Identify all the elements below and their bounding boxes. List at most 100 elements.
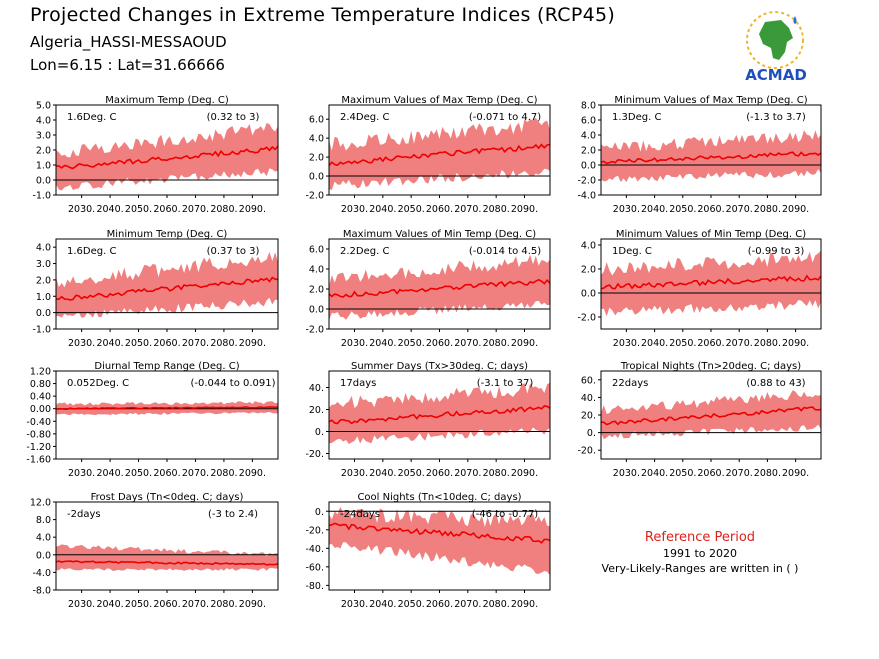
y-tick-label: 0.0: [581, 161, 596, 172]
chart-title: Maximum Values of Max Temp (Deg. C): [341, 95, 537, 106]
chart-panel: 0.-20.-40.-60.-80.2030. 2040. 2050. 2060. 20…: [305, 492, 551, 610]
x-tick-label: 2060.: [426, 468, 453, 479]
y-tick-label: 3.0: [36, 131, 51, 142]
chart-panel: 60. 40. 20. 0. -20. 2030. 2040. 2050. 2060. 2070.…: [577, 361, 822, 479]
value-label: -24days: [340, 509, 380, 520]
y-tick-label: 8.0: [581, 101, 596, 112]
x-tick-label: 2080.: [210, 204, 237, 215]
chart-title: Diurnal Temp Range (Deg. C): [94, 361, 239, 372]
x-tick-label: 2050.: [398, 599, 425, 610]
y-tick-label: 1.0: [36, 161, 51, 172]
chart-panel: 12.0 8.0 4.0 0.0 -4.0 -8.0 2030. 2040. 2050. 2060…: [30, 492, 279, 610]
value-label: -2days: [67, 509, 101, 520]
x-tick-label: 2050.: [125, 468, 152, 479]
y-tick-label: 0.0: [36, 550, 51, 561]
y-tick-label: 60.: [581, 375, 596, 386]
acmad-logo: ACMAD: [745, 11, 807, 84]
chart-title: Cool Nights (Tn<10deg. C; days): [357, 492, 521, 503]
x-tick-label: 2030.: [341, 204, 368, 215]
x-tick-label: 2050.: [669, 468, 696, 479]
logo-text: ACMAD: [745, 66, 807, 84]
x-tick-label: 2050.: [398, 338, 425, 349]
median-line: [55, 560, 279, 566]
x-tick-label: 2080.: [754, 338, 781, 349]
y-tick-label: 40.: [309, 383, 324, 394]
x-tick-label: 2060.: [426, 338, 453, 349]
median-line: [600, 406, 822, 426]
y-tick-label: 4.0: [36, 116, 51, 127]
median-line: [600, 151, 822, 165]
y-tick-label: -60.: [305, 562, 324, 573]
y-tick-label: 0.: [315, 507, 324, 518]
y-tick-label: 4.0: [581, 131, 596, 142]
likely-range-band: [56, 251, 278, 318]
x-tick-label: 2040.: [369, 468, 396, 479]
x-tick-label: 2040.: [641, 204, 668, 215]
x-tick-label: 2040.: [96, 599, 123, 610]
y-tick-label: 0.0: [36, 176, 51, 187]
value-label: 1.3Deg. C: [612, 112, 661, 123]
value-label: 0.052Deg. C: [67, 378, 129, 389]
x-tick-label: 2050.: [125, 338, 152, 349]
y-tick-label: 4.0: [309, 265, 324, 276]
x-tick-label: 2060.: [697, 204, 724, 215]
x-tick-label: 2060.: [153, 599, 180, 610]
chart-title: Summer Days (Tx>30deg. C; days): [351, 361, 528, 372]
chart-title: Frost Days (Tn<0deg. C; days): [91, 492, 244, 503]
y-tick-label: -8.0: [32, 586, 51, 597]
x-tick-label: 2080.: [210, 599, 237, 610]
value-label: 22days: [612, 378, 648, 389]
x-tick-label: 2070.: [454, 338, 481, 349]
y-tick-label: 0.80: [30, 379, 51, 390]
x-tick-label: 2050.: [125, 599, 152, 610]
y-tick-label: -0.40: [26, 417, 51, 428]
africa-map-icon: [759, 20, 793, 60]
x-tick-label: 2050.: [669, 338, 696, 349]
x-tick-label: 2080.: [483, 338, 510, 349]
reference-title: Reference Period: [644, 530, 756, 545]
x-tick-label: 2090.: [239, 468, 266, 479]
y-tick-label: -80.: [305, 581, 324, 592]
x-tick-label: 2040.: [96, 338, 123, 349]
range-label: (-3 to 2.4): [208, 509, 258, 520]
y-tick-label: -1.20: [26, 442, 51, 453]
y-tick-label: 0.: [315, 427, 324, 438]
coordinates-label: Lon=6.15 : Lat=31.66666: [30, 56, 225, 74]
y-tick-label: 6.0: [581, 116, 596, 127]
x-tick-label: 2060.: [153, 468, 180, 479]
median-line: [55, 276, 279, 301]
x-tick-label: 2030.: [613, 468, 640, 479]
x-tick-label: 2080.: [754, 204, 781, 215]
range-label: (-0.99 to 3): [748, 246, 805, 257]
x-tick-label: 2080.: [483, 468, 510, 479]
value-label: 1.6Deg. C: [67, 112, 116, 123]
y-tick-label: 3.0: [36, 259, 51, 270]
y-tick-label: 2.0: [581, 146, 596, 157]
x-tick-label: 2080.: [483, 204, 510, 215]
y-tick-label: -0.80: [26, 429, 51, 440]
value-label: 1.6Deg. C: [67, 246, 116, 257]
x-tick-label: 2090.: [782, 204, 809, 215]
x-tick-label: 2060.: [153, 204, 180, 215]
y-tick-label: 0.: [587, 428, 596, 439]
range-label: (-1.3 to 3.7): [746, 112, 806, 123]
x-tick-label: 2080.: [483, 599, 510, 610]
x-tick-label: 2040.: [369, 204, 396, 215]
x-tick-label: 2050.: [125, 204, 152, 215]
y-tick-label: 1.0: [36, 292, 51, 303]
median-line: [55, 145, 279, 170]
y-tick-label: -1.0: [32, 325, 51, 336]
y-tick-label: 20.: [581, 411, 596, 422]
x-tick-label: 2050.: [398, 204, 425, 215]
x-tick-label: 2070.: [726, 204, 753, 215]
x-tick-label: 2030.: [68, 599, 95, 610]
y-tick-label: 0.40: [30, 392, 51, 403]
y-tick-label: 12.0: [30, 498, 51, 509]
median-line: [328, 405, 551, 425]
x-tick-label: 2090.: [782, 338, 809, 349]
chart-title: Minimum Values of Max Temp (Deg. C): [614, 95, 807, 106]
y-tick-label: -2.0: [305, 191, 324, 202]
